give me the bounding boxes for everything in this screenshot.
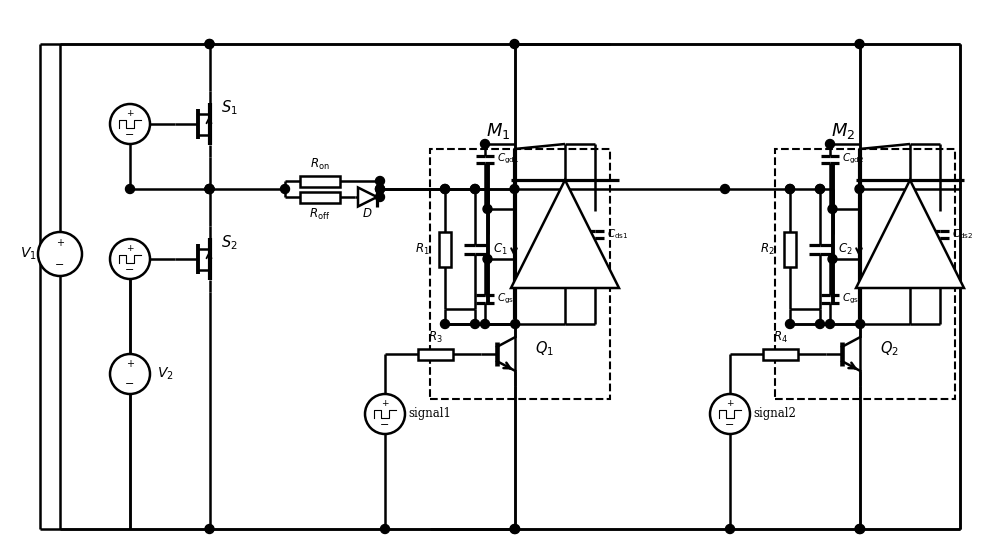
Circle shape bbox=[205, 39, 214, 49]
Circle shape bbox=[826, 140, 834, 148]
Circle shape bbox=[856, 525, 865, 534]
Bar bbox=[784, 232, 796, 266]
Circle shape bbox=[205, 184, 214, 193]
Circle shape bbox=[280, 184, 290, 193]
Text: signal2: signal2 bbox=[753, 408, 796, 420]
Circle shape bbox=[816, 320, 824, 329]
Text: signal1: signal1 bbox=[408, 408, 451, 420]
Circle shape bbox=[205, 39, 214, 49]
Text: +: + bbox=[126, 244, 134, 253]
Circle shape bbox=[110, 104, 150, 144]
Circle shape bbox=[205, 525, 214, 534]
Text: $Q_1$: $Q_1$ bbox=[535, 340, 554, 358]
Circle shape bbox=[126, 184, 134, 193]
Circle shape bbox=[816, 184, 824, 193]
Text: $C_{\mathrm{gs2}}$: $C_{\mathrm{gs2}}$ bbox=[842, 292, 863, 306]
Text: +: + bbox=[726, 398, 734, 408]
Circle shape bbox=[440, 320, 450, 329]
Circle shape bbox=[110, 239, 150, 279]
Text: $M_2$: $M_2$ bbox=[831, 121, 856, 141]
Circle shape bbox=[511, 320, 520, 329]
Polygon shape bbox=[511, 180, 619, 288]
Circle shape bbox=[828, 254, 837, 264]
Circle shape bbox=[855, 184, 864, 193]
Text: $S_2$: $S_2$ bbox=[221, 234, 238, 253]
Circle shape bbox=[376, 184, 384, 193]
Text: −: − bbox=[125, 130, 135, 140]
Circle shape bbox=[471, 320, 480, 329]
Text: $V_1$: $V_1$ bbox=[20, 246, 36, 262]
Bar bbox=[418, 348, 452, 360]
Text: $R_1$: $R_1$ bbox=[415, 242, 430, 257]
Text: $R_2$: $R_2$ bbox=[760, 242, 775, 257]
Circle shape bbox=[786, 184, 794, 193]
Circle shape bbox=[38, 232, 82, 276]
Circle shape bbox=[510, 525, 519, 534]
Circle shape bbox=[376, 192, 384, 202]
Circle shape bbox=[110, 354, 150, 394]
Circle shape bbox=[205, 184, 214, 193]
Circle shape bbox=[510, 39, 519, 49]
Bar bbox=[300, 176, 340, 187]
Circle shape bbox=[376, 184, 384, 193]
Circle shape bbox=[440, 184, 450, 193]
Polygon shape bbox=[856, 180, 964, 288]
Text: $C_{\mathrm{gd2}}$: $C_{\mathrm{gd2}}$ bbox=[842, 152, 864, 166]
Text: −: − bbox=[55, 260, 65, 270]
Circle shape bbox=[786, 184, 794, 193]
Circle shape bbox=[816, 184, 824, 193]
Text: $C_{\mathrm{gd1}}$: $C_{\mathrm{gd1}}$ bbox=[497, 152, 519, 166]
Circle shape bbox=[855, 525, 864, 534]
Text: $S_1$: $S_1$ bbox=[221, 99, 238, 117]
Circle shape bbox=[710, 394, 750, 434]
Polygon shape bbox=[358, 187, 377, 207]
Circle shape bbox=[483, 204, 492, 213]
Circle shape bbox=[856, 320, 865, 329]
Text: +: + bbox=[56, 238, 64, 248]
Circle shape bbox=[380, 525, 390, 534]
Circle shape bbox=[826, 320, 834, 329]
Text: −: − bbox=[125, 379, 135, 389]
Text: $R_4$: $R_4$ bbox=[773, 330, 787, 345]
Text: $V_2$: $V_2$ bbox=[157, 366, 173, 382]
Text: $R_{\mathrm{on}}$: $R_{\mathrm{on}}$ bbox=[310, 156, 330, 172]
Text: $C_{\mathrm{ds1}}$: $C_{\mathrm{ds1}}$ bbox=[607, 227, 629, 241]
Bar bbox=[300, 192, 340, 203]
Text: $C_2$: $C_2$ bbox=[838, 242, 853, 257]
Circle shape bbox=[205, 184, 214, 193]
Text: $C_{\mathrm{ds2}}$: $C_{\mathrm{ds2}}$ bbox=[952, 227, 973, 241]
Circle shape bbox=[480, 140, 490, 148]
Circle shape bbox=[483, 254, 492, 264]
Text: $R_3$: $R_3$ bbox=[428, 330, 442, 345]
Text: $Q_2$: $Q_2$ bbox=[880, 340, 899, 358]
Circle shape bbox=[365, 394, 405, 434]
Circle shape bbox=[440, 184, 450, 193]
Text: $C_{\mathrm{gs1}}$: $C_{\mathrm{gs1}}$ bbox=[497, 292, 519, 306]
Circle shape bbox=[720, 184, 730, 193]
Circle shape bbox=[828, 204, 837, 213]
Bar bbox=[439, 232, 451, 266]
Circle shape bbox=[511, 525, 520, 534]
Text: −: − bbox=[380, 420, 390, 430]
Circle shape bbox=[786, 320, 794, 329]
Circle shape bbox=[471, 184, 480, 193]
Text: $M_1$: $M_1$ bbox=[486, 121, 511, 141]
Circle shape bbox=[471, 184, 480, 193]
Circle shape bbox=[376, 177, 384, 186]
Text: −: − bbox=[725, 420, 735, 430]
Circle shape bbox=[855, 39, 864, 49]
Circle shape bbox=[726, 525, 734, 534]
Text: +: + bbox=[126, 359, 134, 369]
Text: $R_{\mathrm{off}}$: $R_{\mathrm{off}}$ bbox=[309, 207, 331, 222]
Bar bbox=[763, 348, 798, 360]
Circle shape bbox=[480, 320, 490, 329]
Circle shape bbox=[510, 184, 519, 193]
Text: +: + bbox=[126, 109, 134, 117]
Text: +: + bbox=[381, 398, 389, 408]
Text: $D$: $D$ bbox=[362, 207, 373, 219]
Text: $C_1$: $C_1$ bbox=[493, 242, 508, 257]
Text: −: − bbox=[125, 265, 135, 275]
